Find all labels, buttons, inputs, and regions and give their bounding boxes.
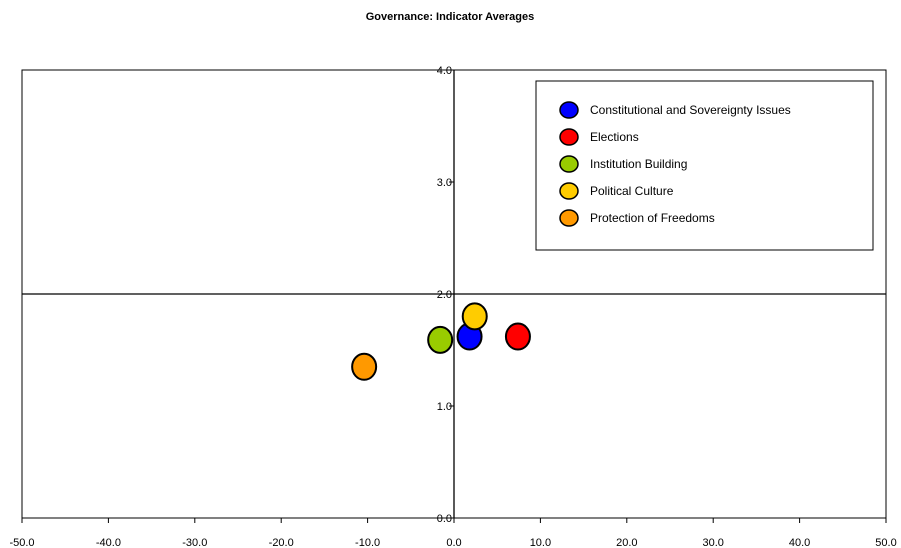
legend-marker — [559, 155, 579, 173]
points-layer — [351, 302, 531, 381]
x-tick-label: 30.0 — [702, 537, 723, 548]
legend-marker — [559, 101, 579, 119]
x-tick-label: -40.0 — [96, 537, 121, 548]
axes-layer: 0.0 1.0 2.0 3.0 4.0 -50.0 -40.0 -30.0 -20.0 -10.0… — [9, 65, 896, 548]
chart-title: Governance: Indicator Averages — [366, 11, 535, 23]
y-tick-label: 2.0 — [437, 289, 452, 301]
legend-marker — [559, 128, 579, 146]
legend-label: Institution Building — [590, 157, 687, 171]
y-tick-label: 4.0 — [437, 65, 452, 77]
y-tick-label: 0.0 — [437, 513, 452, 525]
x-tick-label: 0.0 — [446, 537, 461, 548]
y-tick-label: 1.0 — [437, 401, 452, 413]
legend-marker — [559, 209, 579, 227]
legend-box — [535, 80, 874, 251]
x-tick-label: -50.0 — [9, 537, 34, 548]
x-tick-label: -10.0 — [355, 537, 380, 548]
x-tick-label: 10.0 — [530, 537, 551, 548]
legend-marker — [559, 182, 579, 200]
data-point — [427, 325, 454, 354]
legend-label: Elections — [590, 130, 639, 144]
legend-label: Political Culture — [590, 184, 674, 198]
legend-label: Constitutional and Sovereignty Issues — [590, 103, 791, 117]
data-point — [504, 322, 531, 351]
x-tick-label: 20.0 — [616, 537, 637, 548]
x-tick-label: 40.0 — [789, 537, 810, 548]
y-tick-label: 3.0 — [437, 177, 452, 189]
x-tick-label: -20.0 — [269, 537, 294, 548]
legend: Constitutional and Sovereignty Issues Ele… — [535, 80, 874, 251]
legend-label: Protection of Freedoms — [590, 211, 715, 225]
data-point — [351, 352, 378, 381]
x-tick-label: 50.0 — [875, 537, 896, 548]
x-tick-label: -30.0 — [182, 537, 207, 548]
data-point — [461, 302, 488, 331]
